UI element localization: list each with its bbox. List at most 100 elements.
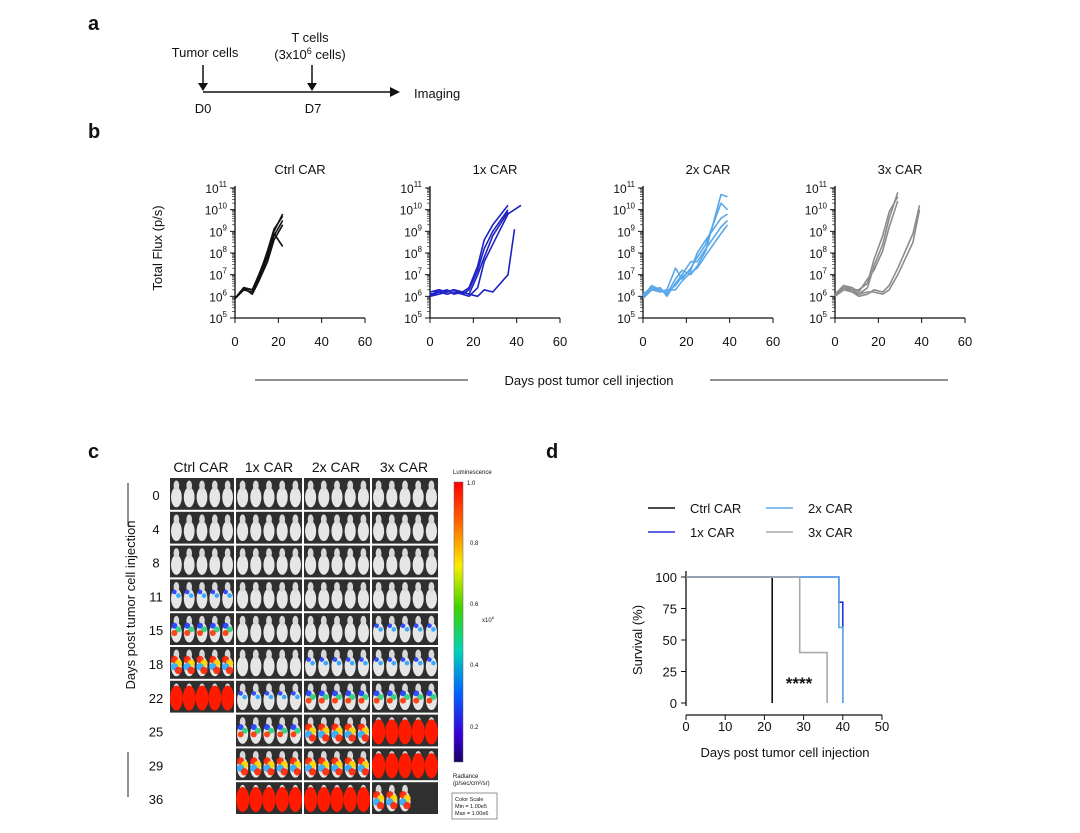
signal-spot [387,657,393,662]
mouse [412,581,424,609]
y-tick-label: 107 [404,267,422,283]
imaging-day-label: 4 [152,522,159,537]
mouse-head [347,480,354,491]
signal-spot [378,627,383,632]
d7-arrow-head [307,83,317,91]
d0-label: D0 [195,101,212,116]
series-line-m1 [429,209,509,297]
mouse [196,615,208,643]
series-line-m5 [642,224,729,297]
mouse-head [402,480,408,491]
mouse [343,784,357,812]
mouse-head [266,581,272,592]
mouse-head [279,581,286,592]
y-tick-label: 1010 [205,202,228,218]
mouse [288,784,302,812]
y-tick-label: 105 [617,310,635,326]
mouse-head [320,615,327,626]
x-tick-label: 0 [426,334,433,349]
mouse [250,683,262,711]
signal-spot [171,629,178,636]
saturated-signal [236,786,250,812]
signal-spot [362,693,369,700]
mouse [398,717,412,745]
mouse [170,649,183,677]
y-tick-label: 106 [617,288,635,304]
mouse [331,717,343,744]
signal-spot [374,623,379,629]
mouse-head [199,548,205,559]
mouse [330,784,344,812]
mouse [262,784,276,812]
mouse-head [224,514,231,525]
y-tick-label: 108 [209,245,227,261]
mouse-head [279,649,286,660]
mouse [425,480,437,508]
mouse-body [276,656,288,677]
mouse-head [347,649,354,660]
mouse-body [344,622,356,643]
mouse [250,548,262,575]
signal-spot [281,694,287,700]
y-tick-label: 1011 [205,180,227,196]
mouse-body [331,521,343,542]
mouse [276,480,288,508]
mouse-head [428,615,435,626]
mouse-body [357,588,369,609]
mouse-head [347,581,354,592]
signal-spot [332,690,338,697]
mouse-head [375,649,382,660]
signal-spot [358,690,365,697]
mouse [386,649,398,677]
mouse-head [388,514,395,525]
series-line-m4 [642,219,729,300]
y-tick-label: 105 [809,310,827,326]
mouse-head [375,514,382,525]
imaging-day-label: 15 [149,623,163,638]
signal-spot [226,626,233,633]
x-tick-label: 60 [358,334,372,349]
y-tick-label: 100 [655,570,677,585]
mouse-head [252,581,259,592]
flux-chart-1: Ctrl CAR 105 106 107 108 109 1010 1011 0 20 40 60 [205,162,373,349]
signal-spot [309,693,316,700]
mouse [236,784,250,812]
mouse [399,683,411,711]
mouse [425,683,437,711]
saturated-signal [424,753,438,779]
mouse-body [237,588,249,609]
mouse-body [344,487,356,508]
x-tick-label: 10 [718,719,732,734]
series-line-m3 [429,204,522,298]
signal-spot [210,589,216,595]
mouse [318,717,330,744]
mouse-head [292,548,299,559]
mouse [399,548,411,575]
signal-spot [255,694,261,700]
mouse-head [252,649,259,660]
signal-spot [237,731,244,738]
mouse [424,717,438,745]
mouse-head [307,581,314,592]
mouse-body [412,487,424,508]
mouse [289,581,301,609]
chart-title: 2x CAR [686,162,731,177]
imaging-day-label: 36 [149,792,163,807]
mouse-head [307,480,314,491]
imaging-group-title: Ctrl CAR [173,459,228,475]
mouse [373,548,385,575]
mouse [318,514,330,542]
mouse [263,548,275,575]
saturated-signal [424,719,438,745]
signal-spot [345,657,351,662]
mouse-body [373,588,385,609]
x-tick-label: 20 [871,334,885,349]
mouse [276,581,288,609]
survival-line-3x-car [686,576,828,703]
signal-spot [400,690,406,697]
mouse-body [425,554,437,575]
signal-spot [404,660,410,666]
mouse-body [289,521,301,542]
mouse [305,514,317,542]
mouse [196,514,208,542]
